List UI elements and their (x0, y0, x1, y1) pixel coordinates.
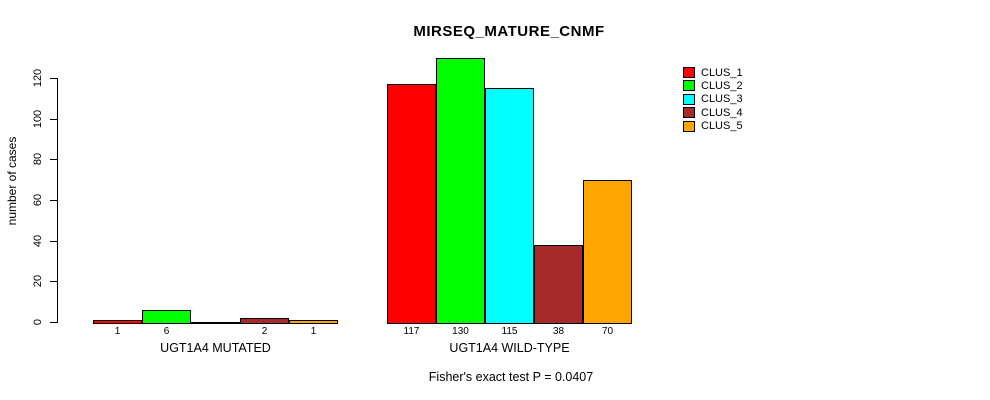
legend-label: CLUS_1 (701, 66, 743, 79)
y-tick (50, 240, 58, 242)
bar (191, 322, 240, 324)
legend-swatch (683, 67, 695, 78)
legend-label: CLUS_3 (701, 93, 743, 106)
y-tick (50, 159, 58, 161)
bar-value-label: 6 (163, 326, 170, 337)
bar-value-label: 70 (601, 326, 614, 337)
legend-swatch (683, 93, 695, 105)
y-tick-label: 60 (32, 193, 44, 207)
bar (583, 180, 632, 324)
y-tick (50, 78, 58, 79)
bar-value-label: 115 (501, 326, 518, 337)
bar (485, 88, 534, 324)
bar (436, 58, 485, 324)
bar (93, 320, 142, 324)
y-tick-label: 0 (32, 318, 44, 326)
legend-item: CLUS_1 (683, 66, 743, 79)
y-tick-label: 20 (32, 275, 44, 288)
bar-value-label: 130 (452, 326, 469, 337)
chart-title: MIRSEQ_MATURE_CNMF (413, 23, 605, 40)
y-tick-label: 40 (32, 234, 44, 247)
legend-item: CLUS_5 (683, 120, 743, 133)
legend-item: CLUS_3 (683, 93, 743, 106)
bar-value-label: 2 (261, 326, 268, 337)
bar-value-label: 1 (114, 326, 121, 337)
bar (240, 318, 289, 324)
bar (289, 320, 338, 324)
legend-swatch (683, 107, 695, 119)
legend-label: CLUS_4 (701, 106, 743, 119)
y-tick (50, 200, 58, 201)
y-axis-label: number of cases (5, 136, 19, 226)
group-label: UGT1A4 WILD-TYPE (449, 341, 570, 355)
bar-value-label: 117 (403, 326, 420, 337)
legend-label: CLUS_5 (701, 120, 743, 133)
legend-swatch (683, 80, 695, 92)
y-tick (50, 322, 58, 323)
legend-label: CLUS_2 (701, 79, 743, 92)
bar (142, 310, 191, 324)
legend-swatch (683, 120, 695, 132)
legend-item: CLUS_2 (683, 79, 743, 92)
bar-value-label: 1 (310, 326, 317, 337)
bar-value-label: 38 (552, 326, 565, 337)
group-label: UGT1A4 MUTATED (160, 341, 271, 355)
subtitle: Fisher's exact test P = 0.0407 (428, 370, 594, 384)
y-tick (50, 118, 58, 120)
y-tick (50, 281, 58, 283)
bar (387, 84, 436, 324)
y-tick-label: 120 (32, 68, 44, 88)
y-tick-label: 80 (32, 153, 44, 166)
bar (534, 245, 583, 324)
y-tick-label: 100 (32, 109, 44, 128)
legend-item: CLUS_4 (683, 106, 743, 119)
